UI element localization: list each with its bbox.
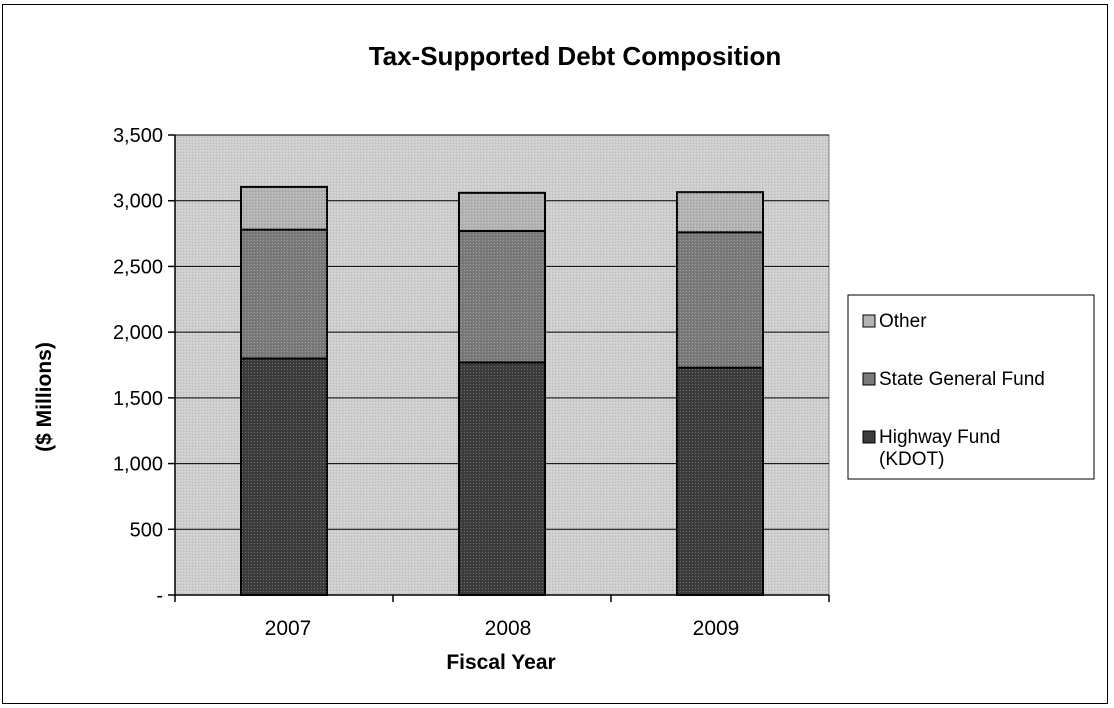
y-tick-label-3500: 3,500 <box>113 125 163 147</box>
chart-frame: Tax-Supported Debt Composition - 500 1,000… <box>2 4 1108 704</box>
bar-texture-2009-series-1 <box>677 232 763 368</box>
bar-texture-2009-series-2 <box>677 192 763 233</box>
y-axis-title: ($ Millions) <box>33 342 56 452</box>
bar-texture-2009-series-0 <box>677 367 763 595</box>
y-tick-label-500: 500 <box>130 519 163 541</box>
bar-texture-2007-series-2 <box>241 186 327 230</box>
y-tick-label-2500: 2,500 <box>113 256 163 278</box>
legend-label-0-line-1: (KDOT) <box>879 449 944 470</box>
legend-swatch-1 <box>862 372 876 386</box>
bars <box>240 185 764 596</box>
legend-label-2-line-0: Other <box>879 311 927 332</box>
y-tick-label-0: - <box>156 585 163 607</box>
x-tick-label-2008: 2008 <box>485 617 532 640</box>
bar-texture-2007-series-1 <box>241 229 327 359</box>
axes <box>168 134 830 602</box>
y-tick-label-2000: 2,000 <box>113 322 163 344</box>
legend-swatch-2 <box>862 314 876 328</box>
y-tick-label-3000: 3,000 <box>113 191 163 213</box>
bar-texture-2008-series-0 <box>459 362 545 595</box>
x-axis-title: Fiscal Year <box>446 651 555 674</box>
bar-texture-2008-series-1 <box>459 230 545 363</box>
bar-texture-2007-series-0 <box>241 358 327 595</box>
x-tick-labels: 2007 2008 2009 <box>265 617 740 640</box>
y-tick-label-1500: 1,500 <box>113 388 163 410</box>
y-tick-label-1000: 1,000 <box>113 454 163 476</box>
legend-label-1-line-0: State General Fund <box>879 369 1045 390</box>
legend-label-0-line-0: Highway Fund <box>879 427 1000 448</box>
x-tick-label-2009: 2009 <box>693 617 740 640</box>
legend-swatch-0 <box>862 430 876 444</box>
legend-box <box>847 294 1095 480</box>
x-tick-label-2007: 2007 <box>265 617 312 640</box>
legend: Other State General Fund Highway Fund(KDOT… <box>847 294 1095 480</box>
stacked-bar-chart: Tax-Supported Debt Composition - 500 1,000… <box>33 41 1095 674</box>
bar-texture-2008-series-2 <box>459 192 545 231</box>
y-tick-labels: - 500 1,000 1,500 2,000 2,500 3,000 3,500 <box>113 125 163 607</box>
chart-title: Tax-Supported Debt Composition <box>369 41 782 71</box>
